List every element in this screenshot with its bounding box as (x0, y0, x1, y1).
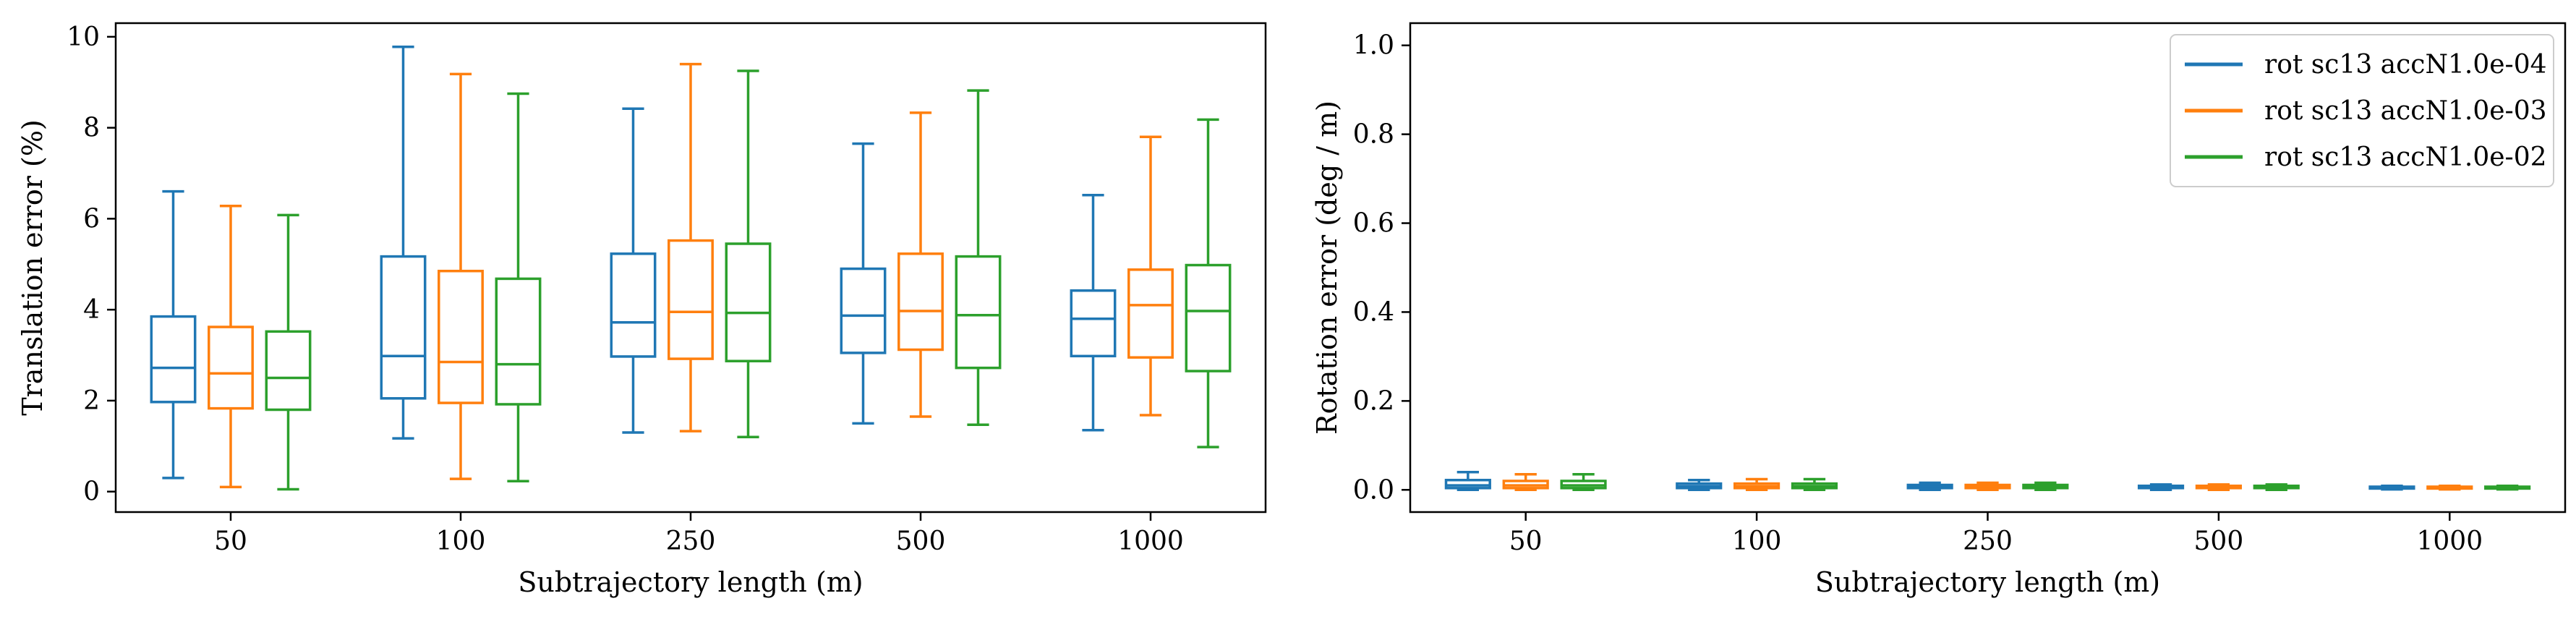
x-tick-label: 100 (1732, 527, 1782, 556)
y-tick-label: 0.8 (1353, 120, 1394, 150)
rotation-error-panel: 0.0 0.2 0.4 0.6 0.8 1.0 50 100 250 500 1000 Subtraj… (1311, 22, 2567, 598)
x-tick-label: 500 (896, 527, 946, 556)
x-axis-label: Subtrajectory length (m) (1815, 566, 2160, 598)
y-tick-label: 4 (83, 295, 100, 325)
y-tick-label: 2 (83, 386, 100, 416)
box-2-1 (1791, 477, 1838, 492)
series-0-boxes (1444, 470, 2415, 492)
box-0-3 (840, 142, 887, 425)
box-iqr (495, 277, 542, 406)
y-tick-label: 0.4 (1353, 297, 1394, 327)
box-0-2 (610, 107, 657, 434)
box-iqr (1070, 289, 1117, 358)
box-2-3 (2253, 483, 2300, 492)
box-1-1 (1733, 477, 1780, 492)
box-iqr (380, 255, 427, 400)
x-axis: 50 100 250 500 1000 (1509, 512, 2483, 556)
box-1-2 (668, 62, 714, 433)
box-0-1 (1676, 479, 1723, 492)
box-2-1 (495, 92, 542, 482)
translation-error-panel: 0 2 4 6 8 10 50 100 250 500 1000 Subtrajectory leng… (17, 22, 1267, 598)
y-tick-label: 6 (83, 204, 100, 234)
box-iqr (725, 242, 772, 362)
box-iqr (438, 269, 484, 404)
series-1-boxes (208, 62, 1174, 489)
box-1-0 (208, 205, 254, 489)
series-0-boxes (150, 45, 1117, 480)
box-iqr (208, 325, 254, 410)
box-2-0 (1560, 473, 1607, 492)
box-1-4 (2426, 484, 2473, 491)
box-0-1 (380, 45, 427, 440)
x-tick-label: 250 (666, 527, 716, 556)
x-tick-label: 1000 (2416, 527, 2483, 556)
legend-entry: rot sc13 accN1.0e-04 (2264, 50, 2547, 80)
box-iqr (840, 267, 887, 354)
y-axis-label: Translation error (%) (17, 119, 48, 416)
legend-entry: rot sc13 accN1.0e-03 (2264, 96, 2547, 126)
legend-entry: rot sc13 accN1.0e-02 (2264, 142, 2547, 172)
series-2-boxes (1560, 473, 2531, 492)
box-iqr (668, 239, 714, 360)
box-2-2 (2022, 481, 2069, 492)
box-2-2 (725, 69, 772, 438)
box-0-2 (1906, 481, 1953, 492)
box-2-4 (2484, 484, 2531, 491)
box-iqr (1127, 268, 1174, 359)
series-1-boxes (1502, 473, 2473, 492)
y-tick-label: 10 (67, 22, 100, 52)
y-tick-label: 1.0 (1353, 31, 1394, 61)
box-1-0 (1502, 473, 1549, 492)
box-iqr (897, 252, 944, 352)
box-0-0 (1444, 470, 1491, 492)
box-iqr (265, 330, 312, 412)
y-tick-label: 0.2 (1353, 386, 1394, 416)
legend-frame (2170, 34, 2554, 187)
box-1-3 (2195, 483, 2242, 492)
x-tick-label: 500 (2194, 527, 2244, 556)
x-axis: 50 100 250 500 1000 (214, 512, 1184, 556)
box-1-2 (1964, 481, 2011, 492)
y-tick-label: 0.0 (1353, 475, 1394, 505)
x-axis-label: Subtrajectory length (m) (518, 566, 863, 598)
box-0-4 (1070, 193, 1117, 432)
box-0-0 (150, 189, 197, 480)
box-iqr (610, 252, 657, 358)
box-iqr (1185, 263, 1232, 372)
box-0-4 (2368, 484, 2415, 491)
y-axis-label: Rotation error (deg / m) (1311, 101, 1343, 435)
box-iqr (150, 315, 197, 404)
box-1-3 (897, 111, 944, 418)
y-tick-label: 8 (83, 114, 100, 143)
box-1-1 (438, 72, 484, 480)
box-2-3 (955, 89, 1002, 427)
box-0-3 (2137, 483, 2185, 492)
box-2-4 (1185, 118, 1232, 448)
series-2-boxes (265, 69, 1232, 491)
x-tick-label: 250 (1963, 527, 2013, 556)
box-2-0 (265, 213, 312, 491)
box-1-4 (1127, 135, 1174, 417)
x-tick-label: 50 (1509, 527, 1543, 556)
x-tick-label: 50 (214, 527, 247, 556)
y-tick-label: 0.6 (1353, 209, 1394, 239)
x-tick-label: 1000 (1117, 527, 1184, 556)
x-tick-label: 100 (436, 527, 486, 556)
legend: rot sc13 accN1.0e-04 rot sc13 accN1.0e-03… (2170, 34, 2554, 187)
box-iqr (1444, 479, 1491, 490)
y-axis: 0.0 0.2 0.4 0.6 0.8 1.0 (1353, 31, 1410, 505)
box-iqr (955, 255, 1002, 370)
y-tick-label: 0 (83, 477, 100, 507)
y-axis: 0 2 4 6 8 10 (67, 22, 116, 507)
